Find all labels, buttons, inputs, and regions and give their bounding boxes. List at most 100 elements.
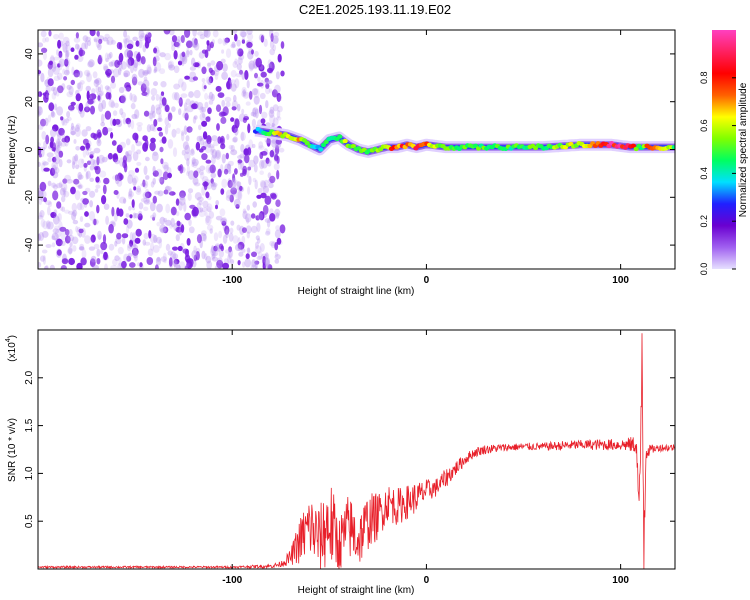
noise-blob bbox=[129, 239, 134, 247]
noise-blob bbox=[141, 91, 148, 97]
noise-blob bbox=[61, 137, 67, 143]
noise-blob bbox=[61, 195, 66, 203]
noise-blob bbox=[98, 102, 104, 113]
snr-y-tick-label: 1.0 bbox=[24, 466, 35, 480]
noise-blob bbox=[89, 93, 97, 100]
noise-blob bbox=[136, 161, 142, 166]
noise-blob bbox=[101, 156, 108, 163]
noise-blob bbox=[231, 177, 235, 185]
noise-blob bbox=[240, 31, 247, 38]
noise-blob bbox=[39, 181, 47, 192]
noise-blob bbox=[99, 84, 104, 92]
noise-blob bbox=[219, 208, 226, 217]
noise-blob bbox=[75, 124, 80, 132]
noise-blob bbox=[89, 30, 96, 37]
noise-blob bbox=[219, 137, 224, 143]
noise-blob bbox=[64, 118, 70, 124]
noise-blob bbox=[156, 203, 163, 213]
noise-blob bbox=[211, 39, 215, 45]
noise-blob bbox=[85, 170, 91, 179]
noise-blob bbox=[123, 218, 129, 225]
noise-blob bbox=[277, 53, 282, 63]
noise-blob bbox=[55, 144, 61, 154]
noise-blob bbox=[179, 192, 186, 201]
noise-blob bbox=[236, 63, 242, 71]
noise-blob bbox=[259, 92, 266, 100]
noise-blob bbox=[164, 52, 172, 61]
noise-blob bbox=[50, 111, 56, 118]
noise-blob bbox=[121, 111, 126, 119]
noise-blob bbox=[253, 155, 259, 165]
noise-blob bbox=[231, 106, 237, 111]
noise-blob bbox=[61, 132, 66, 141]
noise-blob bbox=[96, 156, 100, 166]
noise-blob bbox=[227, 253, 231, 264]
noise-blob bbox=[254, 72, 258, 79]
noise-blob bbox=[90, 132, 96, 139]
noise-blob bbox=[96, 30, 100, 37]
noise-blob bbox=[175, 226, 183, 233]
svg-text:(x104): (x104) bbox=[5, 335, 18, 362]
noise-blob bbox=[233, 198, 241, 208]
noise-blob bbox=[128, 188, 133, 197]
noise-blob bbox=[118, 95, 126, 104]
noise-blob bbox=[92, 71, 98, 79]
noise-blob bbox=[267, 264, 273, 269]
noise-blob bbox=[211, 256, 219, 262]
noise-blob bbox=[210, 145, 215, 154]
noise-blob bbox=[134, 167, 140, 173]
noise-blob bbox=[193, 245, 197, 254]
noise-blob bbox=[47, 206, 51, 216]
noise-blob bbox=[149, 141, 156, 152]
noise-blob bbox=[265, 157, 270, 164]
noise-blob bbox=[159, 224, 167, 234]
noise-blob bbox=[98, 154, 105, 164]
noise-blob bbox=[56, 138, 61, 148]
noise-blob bbox=[142, 191, 149, 199]
noise-blob bbox=[194, 38, 198, 46]
noise-blob bbox=[175, 198, 180, 206]
noise-blob bbox=[51, 147, 56, 152]
noise-blob bbox=[201, 250, 206, 260]
noise-blob bbox=[125, 151, 129, 156]
noise-blob bbox=[62, 43, 68, 53]
noise-blob bbox=[103, 65, 109, 72]
noise-blob bbox=[247, 32, 254, 41]
spectrogram-x-tick-label: 0 bbox=[424, 275, 430, 286]
noise-blob bbox=[84, 40, 89, 50]
noise-blob bbox=[63, 190, 70, 198]
noise-blob bbox=[60, 240, 66, 246]
noise-blob bbox=[72, 245, 77, 252]
noise-blob bbox=[82, 190, 88, 196]
noise-blob bbox=[280, 41, 285, 49]
noise-blob bbox=[44, 264, 49, 269]
noise-blob bbox=[47, 157, 52, 163]
noise-blob bbox=[78, 184, 84, 189]
noise-blob bbox=[116, 144, 123, 154]
noise-blob bbox=[247, 166, 252, 171]
noise-blob bbox=[73, 73, 80, 78]
noise-blob bbox=[177, 98, 182, 104]
noise-blob bbox=[205, 215, 210, 224]
noise-blob bbox=[173, 257, 178, 267]
noise-blob bbox=[201, 106, 207, 113]
noise-blob bbox=[91, 88, 96, 94]
noise-blob bbox=[66, 91, 74, 98]
noise-blob bbox=[111, 206, 115, 217]
noise-blob bbox=[122, 37, 130, 44]
noise-blob bbox=[114, 255, 120, 262]
noise-blob bbox=[127, 59, 132, 69]
noise-blob bbox=[58, 181, 63, 188]
noise-blob bbox=[138, 35, 145, 41]
noise-blob bbox=[134, 254, 138, 262]
noise-blob bbox=[186, 238, 191, 246]
noise-blob bbox=[58, 150, 64, 158]
noise-blob bbox=[67, 234, 75, 242]
noise-blob bbox=[258, 145, 265, 151]
noise-blob bbox=[51, 232, 59, 241]
noise-blob bbox=[235, 204, 240, 209]
snr-ticks: -100 0 100 0.5 1.0 1.5 2.0 bbox=[24, 330, 675, 586]
noise-blob bbox=[180, 35, 185, 43]
noise-blob bbox=[197, 31, 204, 36]
noise-blob bbox=[259, 151, 264, 160]
